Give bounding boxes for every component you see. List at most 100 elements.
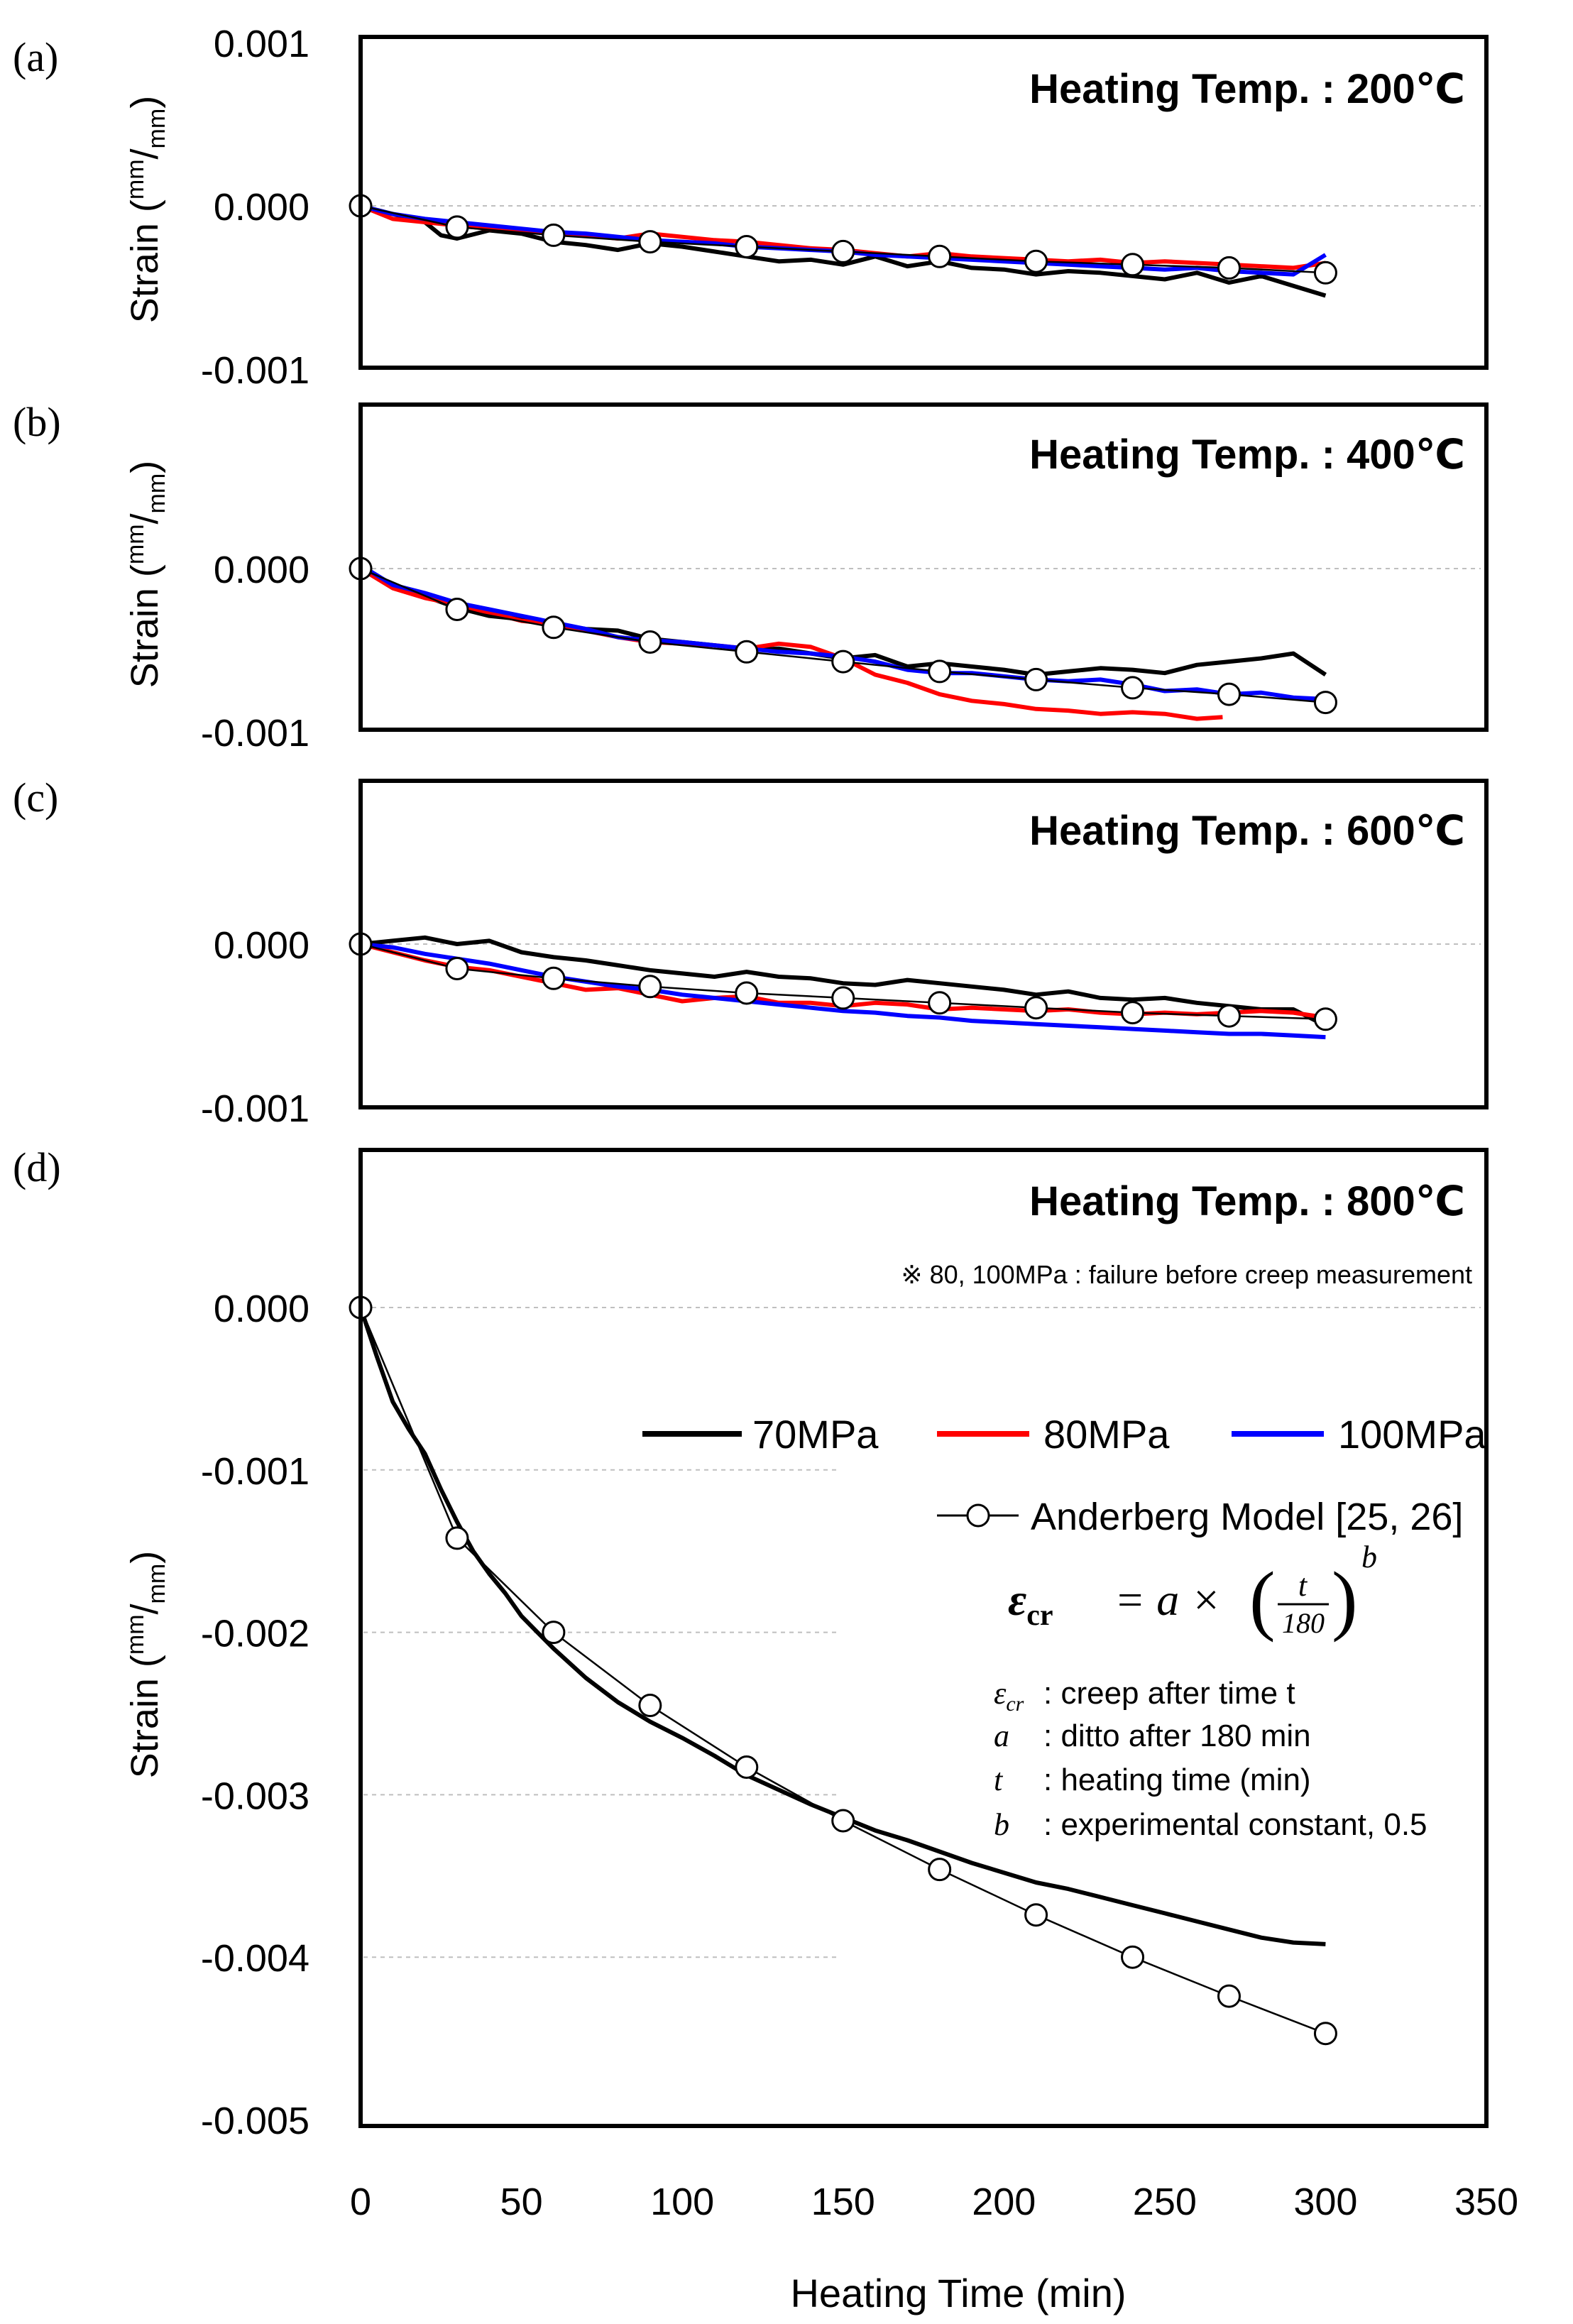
legend-label-2: 100MPa [1338, 1412, 1486, 1457]
equation-exponent: b [1361, 1540, 1377, 1574]
legend-model-marker [966, 1503, 990, 1528]
y-tick-label: -0.004 [201, 1937, 309, 1980]
y-axis-label: Strain (mm/mm) [122, 461, 170, 688]
y-axis-unit-close: ) [124, 96, 166, 109]
model-point [1217, 682, 1241, 706]
y-axis-unit-den: mm [143, 1564, 170, 1604]
y-axis-unit-close: ) [124, 461, 166, 473]
y-axis-label: Strain (mm/mm) [122, 1551, 170, 1778]
model-point [445, 215, 469, 239]
model-point [928, 1858, 952, 1882]
panel-label: (c) [13, 774, 58, 821]
y-tick-label: -0.002 [201, 1613, 309, 1655]
equation-rhs: = a × [1114, 1574, 1221, 1625]
series-line-2 [359, 563, 1326, 701]
model-point [1217, 256, 1241, 280]
model-point [542, 615, 566, 640]
y-axis-label-text: Strain ( [124, 1655, 166, 1778]
anderberg-equation: εcr = a × (t 180) b [1008, 1540, 1377, 1643]
series-line-2 [360, 942, 1326, 1040]
model-point [831, 1809, 855, 1833]
definition-symbol-sub: cr [1006, 1692, 1024, 1716]
definition-text-0: : creep after time t [1043, 1676, 1295, 1711]
model-point [735, 981, 759, 1005]
model-point [1313, 2022, 1337, 2046]
equation-paren-open: ( [1249, 1556, 1276, 1643]
model-point [1024, 667, 1048, 691]
model-point [831, 649, 855, 674]
series-line-3 [360, 567, 1326, 703]
model-point [638, 230, 662, 254]
model-point [1313, 1007, 1337, 1031]
x-tick-label: 50 [500, 2181, 543, 2223]
plot-frame [358, 1148, 1489, 2128]
panel-title: Heating Temp. : 600℃ [1029, 808, 1465, 854]
model-point [1313, 261, 1337, 285]
x-tick-label: 0 [350, 2181, 371, 2223]
panel-b: (b) Heating Temp. : 400℃ 0.000 -0.001 Strain… [13, 399, 1489, 755]
definition-text-3: : experimental constant, 0.5 [1043, 1807, 1427, 1842]
y-tick-label: 0.000 [214, 1288, 309, 1330]
x-tick-label: 350 [1454, 2181, 1518, 2223]
model-point [831, 986, 855, 1010]
legend: 70MPa 80MPa 100MPa Anderberg Model [25, 26] [642, 1412, 1486, 1538]
equation-frac-num: t [1298, 1568, 1308, 1603]
model-point [445, 598, 469, 621]
y-axis-unit-den: mm [143, 473, 170, 514]
x-tick-label: 150 [811, 2181, 875, 2223]
model-point [1217, 1984, 1241, 2008]
y-axis-label-text: Strain ( [124, 199, 166, 323]
y-tick-label: -0.001 [201, 712, 309, 755]
definition-symbol-char: t [994, 1763, 1004, 1797]
model-point [542, 223, 566, 247]
equation-lhs-sub: cr [1026, 1599, 1053, 1632]
model-point [831, 239, 855, 263]
panel-title: Heating Temp. : 800℃ [1029, 1178, 1465, 1224]
model-point [1024, 249, 1048, 273]
model-point [1024, 1903, 1048, 1927]
model-point [928, 244, 952, 268]
y-tick-label: -0.003 [201, 1775, 309, 1817]
panel-title: Heating Temp. : 200℃ [1029, 66, 1465, 112]
y-axis-label: Strain (mm/mm) [122, 96, 170, 323]
legend-model-label: Anderberg Model [25, 26] [1031, 1496, 1463, 1538]
y-tick-label: 0.000 [214, 549, 309, 591]
equation-frac-den: 180 [1282, 1607, 1325, 1639]
panel-label: (d) [13, 1144, 61, 1190]
definition-symbol-2: t [994, 1763, 1004, 1797]
x-tick-label: 200 [972, 2181, 1036, 2223]
model-point [735, 1755, 759, 1780]
y-tick-label: -0.001 [201, 1450, 309, 1493]
definition-symbol-char: ε [994, 1676, 1007, 1711]
model-point [542, 1621, 566, 1645]
panel-c: (c) Heating Temp. : 600℃ 0.000 -0.001 [13, 774, 1489, 1130]
definition-symbol-char: a [994, 1719, 1009, 1753]
equation-lhs-symbol: ε [1008, 1574, 1026, 1625]
panel-title: Heating Temp. : 400℃ [1029, 432, 1465, 478]
panel-d: (d) Heating Temp. : 800℃ 0.000 -0.001 -0.002… [13, 1144, 1518, 2315]
legend-label-0: 70MPa [752, 1412, 879, 1457]
model-point [735, 235, 759, 258]
model-point [928, 659, 952, 684]
plot-frame [358, 402, 1489, 732]
definition-text-1: : ditto after 180 min [1043, 1719, 1311, 1753]
x-tick-label: 300 [1293, 2181, 1357, 2223]
y-tick-label: 0.001 [214, 23, 309, 65]
plot-frame [358, 35, 1489, 370]
definition-symbol-0: εcr [994, 1676, 1024, 1716]
y-axis-unit-slash: / [124, 513, 166, 524]
equation-lhs: εcr [1008, 1574, 1053, 1632]
y-tick-label: 0.000 [214, 186, 309, 229]
y-axis-unit-den: mm [143, 109, 170, 149]
panel-label: (a) [13, 34, 58, 80]
model-point [445, 957, 469, 980]
y-axis-unit-num: mm [122, 159, 149, 199]
model-point [928, 991, 952, 1015]
plot-frame [358, 779, 1489, 1109]
failure-note: ※ 80, 100MPa : failure before creep meas… [901, 1260, 1472, 1289]
x-tick-label: 100 [650, 2181, 714, 2223]
model-point [1121, 1001, 1145, 1025]
model-point [1024, 996, 1048, 1020]
model-point [1121, 676, 1145, 700]
